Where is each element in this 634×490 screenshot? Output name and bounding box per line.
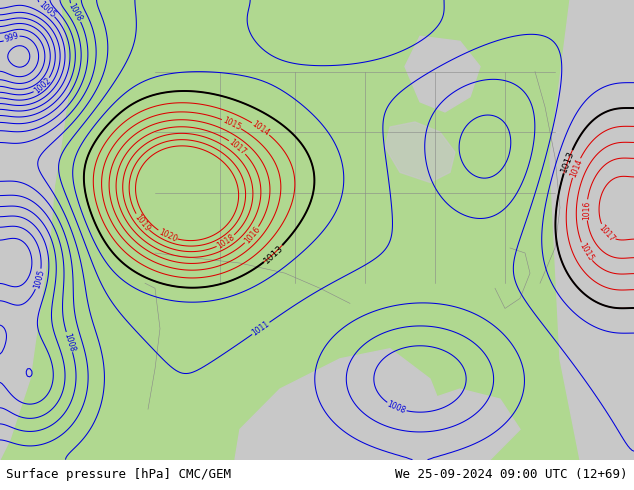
Text: Surface pressure [hPa] CMC/GEM: Surface pressure [hPa] CMC/GEM <box>6 468 231 481</box>
Text: 1019: 1019 <box>133 212 152 233</box>
Polygon shape <box>0 11 65 460</box>
Text: 1017: 1017 <box>597 223 617 243</box>
Text: 1011: 1011 <box>250 319 271 338</box>
Text: 999: 999 <box>3 31 20 44</box>
Text: 1017: 1017 <box>227 137 248 156</box>
Polygon shape <box>235 349 450 460</box>
Text: 1013: 1013 <box>559 149 576 174</box>
Polygon shape <box>0 0 70 460</box>
Text: 1020: 1020 <box>157 227 178 244</box>
Text: 1013: 1013 <box>262 243 285 265</box>
Polygon shape <box>385 122 455 182</box>
Text: We 25-09-2024 09:00 UTC (12+69): We 25-09-2024 09:00 UTC (12+69) <box>395 468 628 481</box>
Polygon shape <box>350 389 520 460</box>
Polygon shape <box>0 0 65 460</box>
Polygon shape <box>405 36 480 112</box>
Polygon shape <box>575 0 634 308</box>
Text: 1016: 1016 <box>582 200 592 220</box>
Text: 1014: 1014 <box>568 157 584 178</box>
Text: 1016: 1016 <box>242 225 262 245</box>
Text: 1015: 1015 <box>221 116 242 132</box>
Text: 1018: 1018 <box>216 232 236 250</box>
Polygon shape <box>550 0 634 460</box>
Text: 1008: 1008 <box>62 332 77 353</box>
Text: 1008: 1008 <box>386 400 407 416</box>
Text: 1005: 1005 <box>37 0 57 19</box>
Text: 1015: 1015 <box>577 241 595 263</box>
Text: 1008: 1008 <box>67 2 84 23</box>
Text: 1014: 1014 <box>250 120 271 138</box>
Text: 1002: 1002 <box>32 76 53 96</box>
Text: 1005: 1005 <box>32 269 46 290</box>
